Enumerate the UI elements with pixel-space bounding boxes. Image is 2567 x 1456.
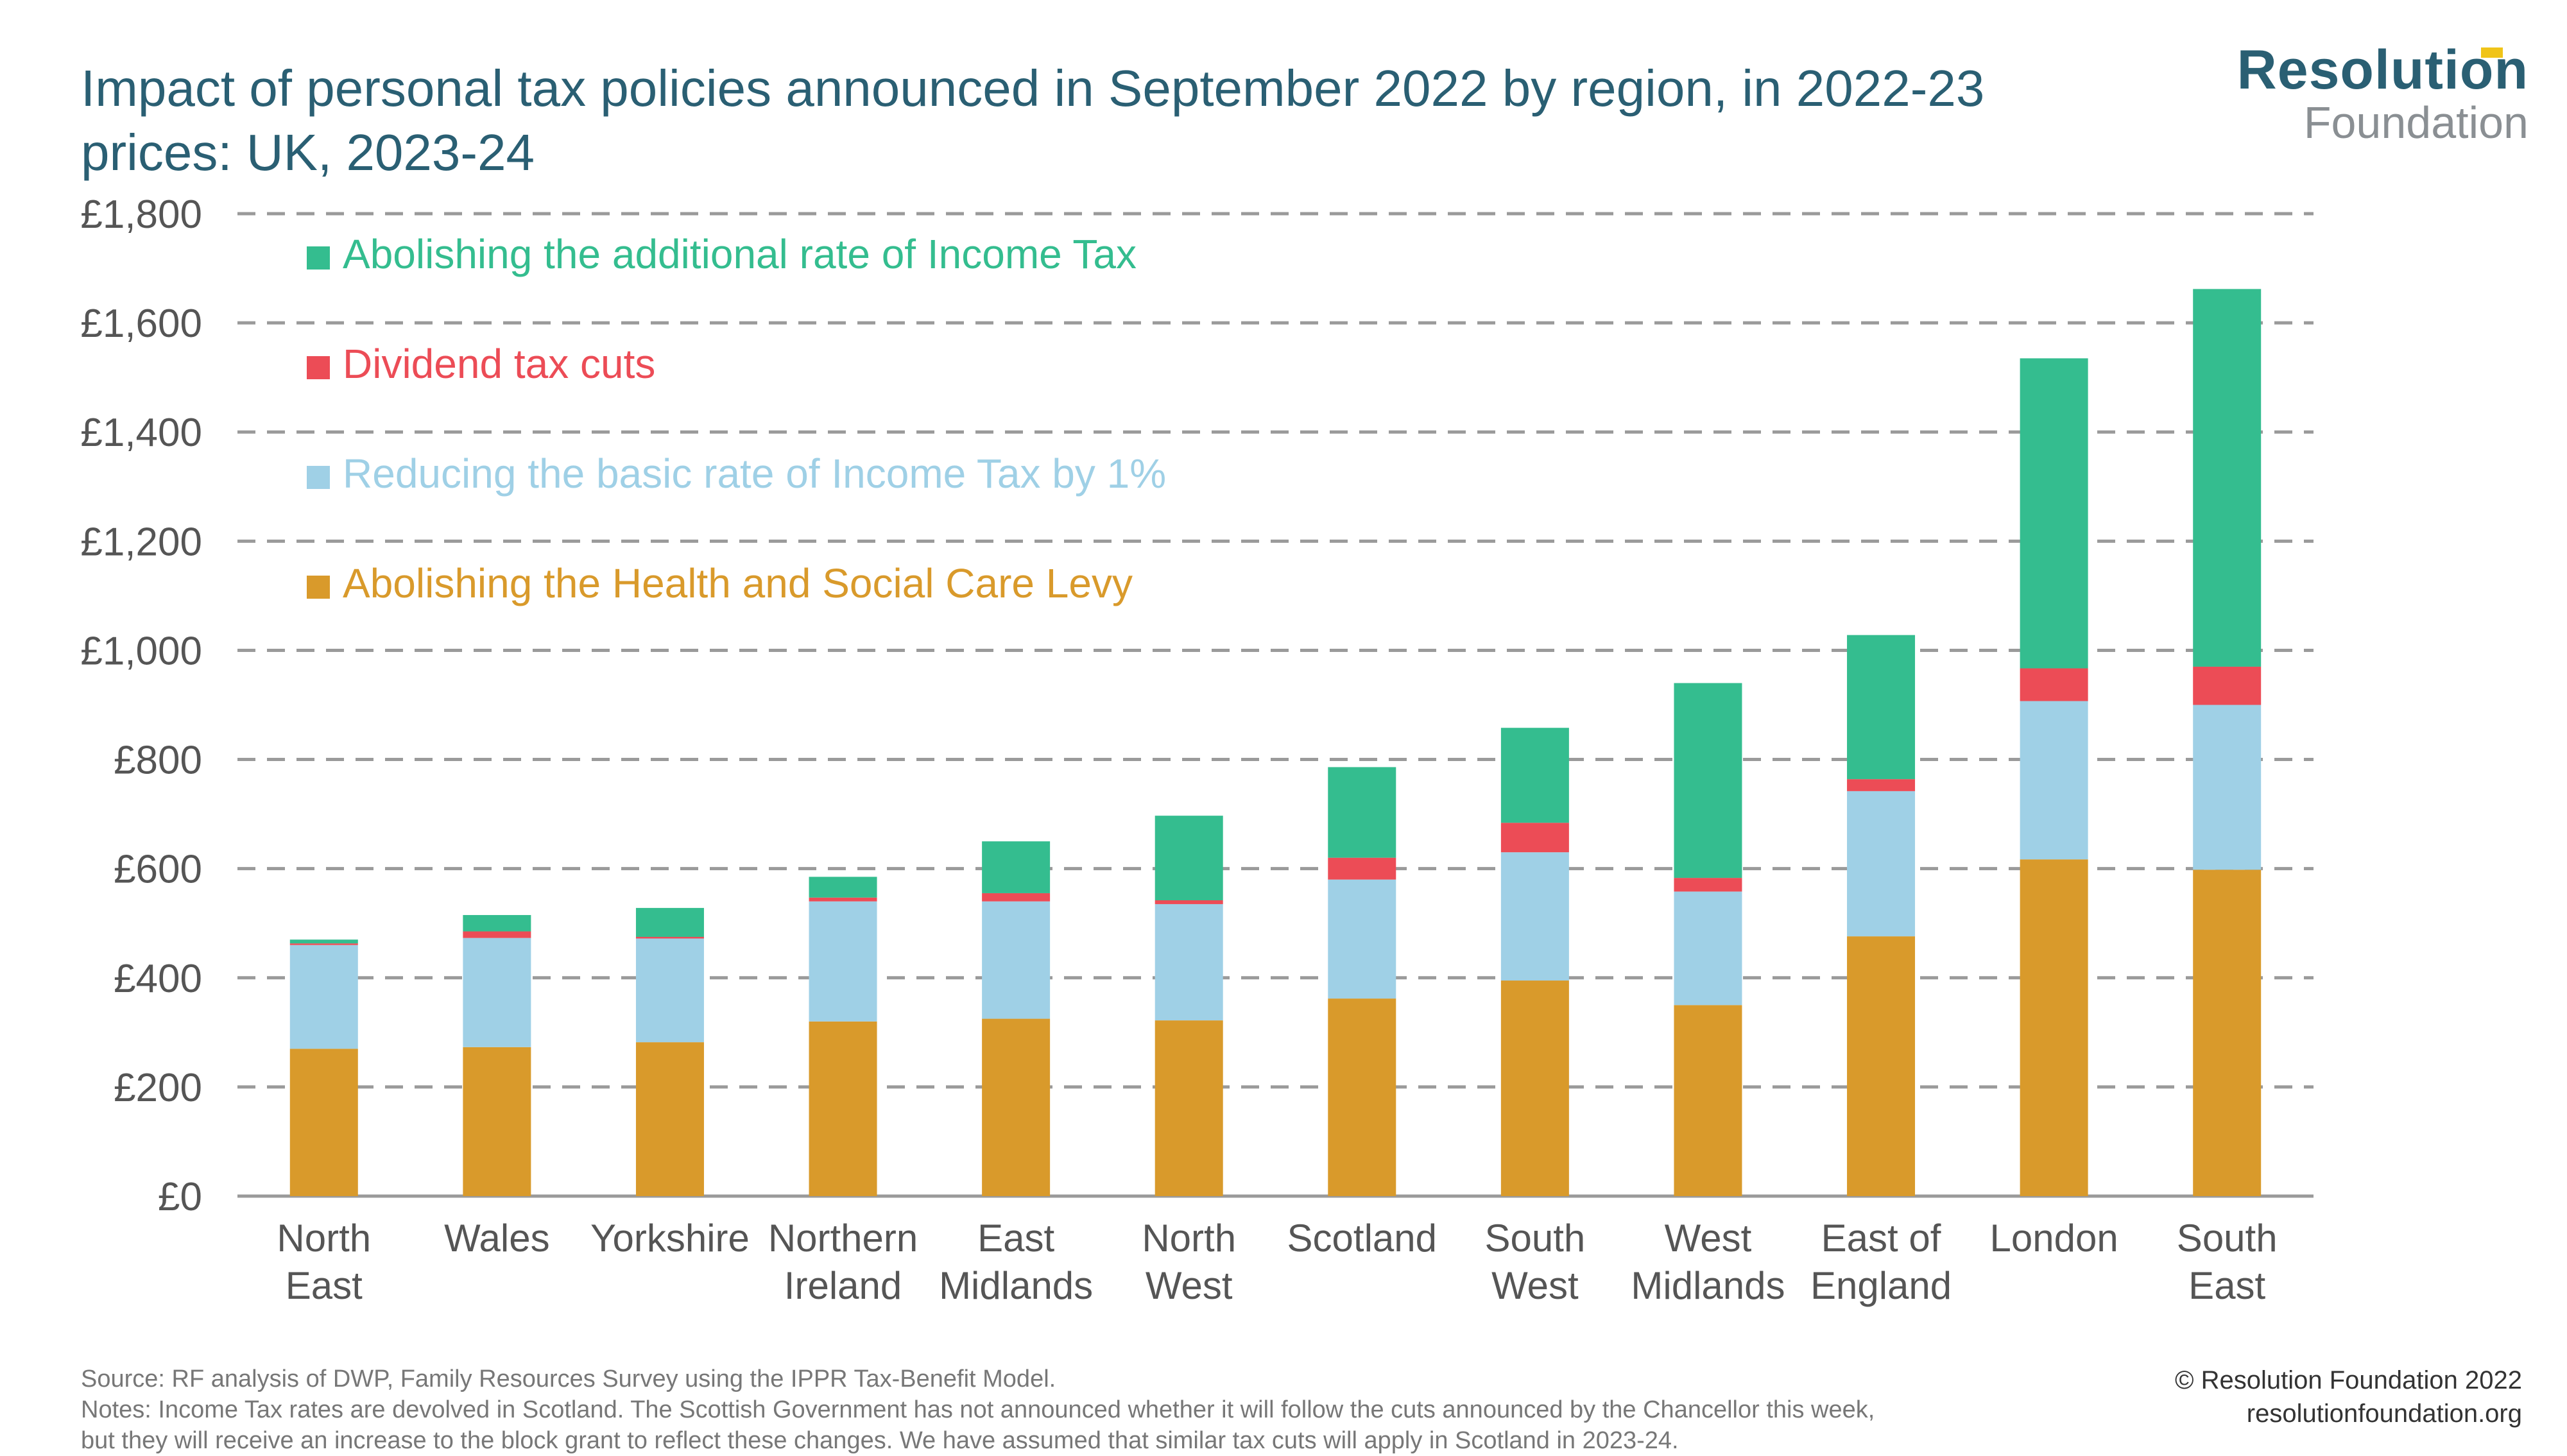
bar-segment [289,945,358,1049]
bar-segment [635,1042,704,1196]
y-tick-label: £800 [114,739,202,783]
x-tick-label: South East [2177,1217,2278,1307]
y-tick-label: £200 [114,1066,202,1110]
bar-segment [1500,852,1569,981]
legend-label: Abolishing the additional rate of Income… [343,231,1137,277]
bar-segment [289,1049,358,1196]
bar-segment [1328,879,1396,999]
bar-segment [1500,823,1569,853]
legend-swatch [307,576,330,599]
legend-label: Abolishing the Health and Social Care Le… [343,560,1133,606]
legend-label: Dividend tax cuts [343,341,655,387]
y-axis-ticks: £0 £200 £400 £600 £800 £1,000 £1,200 £1,400 £1,6… [80,193,202,1219]
resolution-foundation-logo: Resolution Foundation [2237,40,2528,145]
bar-segment [635,907,704,937]
footer-notes: Source: RF analysis of DWP, Family Resou… [81,1364,2102,1456]
x-tick-label: London [1990,1217,2118,1260]
copyright-block: © Resolution Foundation 2022 resolutionf… [2175,1364,2522,1430]
bar-segment [1847,936,1916,1196]
bar-segment [809,901,877,1022]
bar-segment [1847,779,1916,791]
bar-segment [1500,981,1569,1196]
bar-segment [1328,767,1396,858]
bar-segment [2020,358,2088,669]
y-tick-label: £1,800 [80,193,202,237]
bar-segment [2193,289,2262,667]
y-tick-label: £1,600 [80,302,202,346]
bar-segment [463,1047,531,1196]
bar-segment [1674,878,1742,892]
legend-label: Reducing the basic rate of Income Tax by… [343,450,1166,497]
bar-segment [2193,869,2262,1196]
bar-segment [1500,728,1569,823]
bar-segment [982,893,1051,902]
x-tick-label: Scotland [1287,1217,1438,1260]
bar-segment [463,938,531,1047]
bar-segment [1674,891,1742,1006]
legend-swatch [307,466,330,489]
bar-segment [2193,666,2262,705]
y-tick-label: £1,200 [80,520,202,564]
bar-segment [463,931,531,938]
logo-main-text: Resolution [2236,39,2528,101]
notes-line-1: Notes: Income Tax rates are devolved in … [81,1396,1875,1423]
bar-segment [982,901,1051,1019]
gridlines [237,212,2314,1198]
bars [289,289,2262,1196]
x-tick-label: West Midlands [1631,1217,1785,1307]
y-tick-label: £1,400 [80,411,202,455]
source-note: Source: RF analysis of DWP, Family Resou… [81,1366,1056,1392]
y-tick-label: £1,000 [80,629,202,673]
bar-segment [1155,904,1223,1021]
legend-swatch [307,246,330,270]
logo-accent-mark [2481,47,2503,58]
bar-segment [1328,857,1396,880]
bar-segment [635,938,704,1043]
bar-segment [1847,791,1916,937]
bar-segment [1847,635,1916,780]
legend: Abolishing the additional rate of Income… [307,231,1166,606]
bar-segment [1155,816,1223,900]
x-tick-label: South West [1484,1217,1585,1307]
bar-segment [809,897,877,902]
bar-segment [289,939,358,944]
x-tick-label: North West [1142,1217,1236,1307]
bar-segment [2020,859,2088,1196]
y-tick-label: £0 [158,1175,202,1219]
y-tick-label: £400 [114,957,202,1001]
bar-segment [809,877,877,898]
bar-segment [1674,683,1742,878]
bar-segment [2193,705,2262,870]
bar-segment [1674,1005,1742,1196]
logo-sub-text: Foundation [2303,98,2528,148]
copyright-text: © Resolution Foundation 2022 [2175,1366,2522,1394]
bar-segment [463,914,531,932]
bar-segment [982,1018,1051,1196]
bar-segment [2020,701,2088,860]
chart-title: Impact of personal tax policies announce… [81,60,1985,181]
x-tick-label: Wales [444,1217,549,1260]
bar-segment [635,936,704,939]
legend-swatch [307,356,330,379]
website-text: resolutionfoundation.org [2246,1400,2522,1428]
bar-segment [1328,998,1396,1196]
y-tick-label: £600 [114,848,202,892]
x-tick-label: Northern Ireland [768,1217,918,1307]
x-tick-label: North East [277,1217,371,1307]
bar-segment [1155,900,1223,904]
bar-segment [289,943,358,945]
x-tick-label: East Midlands [939,1217,1093,1307]
bar-segment [809,1021,877,1196]
bar-segment [982,841,1051,893]
bar-segment [2020,668,2088,701]
x-tick-label: East of England [1810,1217,1952,1307]
x-tick-label: Yorkshire [590,1217,750,1260]
notes-line-2: but they will receive an increase to the… [81,1427,1679,1454]
bar-segment [1155,1020,1223,1196]
